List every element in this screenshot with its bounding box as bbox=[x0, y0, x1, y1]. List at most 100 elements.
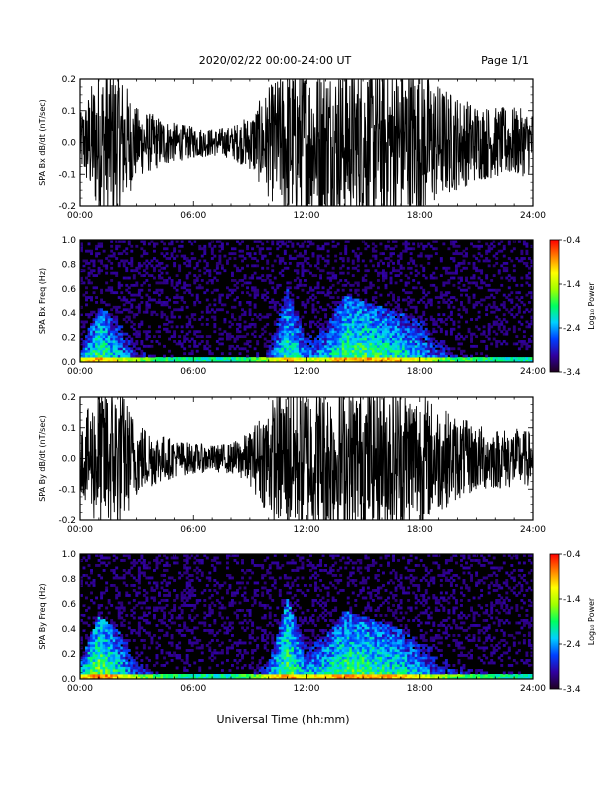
spectrogram-cell bbox=[195, 261, 199, 265]
spectrogram-cell bbox=[100, 301, 104, 304]
spectrogram-cell bbox=[427, 352, 431, 356]
spectrogram-cell bbox=[140, 606, 144, 610]
spectrogram-cell bbox=[165, 631, 169, 635]
spectrogram-cell bbox=[150, 589, 154, 592]
spectrogram-cell bbox=[379, 271, 383, 275]
spectrogram-cell bbox=[314, 344, 317, 348]
spectrogram-cell bbox=[359, 347, 363, 351]
spectrogram-cell bbox=[195, 626, 199, 630]
x-tick-label: 00:00 bbox=[67, 367, 93, 377]
spectrogram-cell bbox=[329, 359, 333, 362]
spectrogram-cell bbox=[266, 340, 270, 343]
spectrogram-cell bbox=[477, 259, 481, 263]
spectrogram-cell bbox=[258, 313, 262, 317]
spectrogram-cell bbox=[135, 631, 139, 635]
spectrogram-cell bbox=[402, 266, 406, 270]
spectrogram-cell bbox=[163, 357, 166, 360]
spectrogram-cell bbox=[150, 340, 154, 343]
spectrogram-cell bbox=[351, 354, 355, 358]
spectrogram-cell bbox=[145, 301, 149, 304]
spectrogram-cell bbox=[87, 342, 91, 346]
spectrogram-cell bbox=[117, 352, 121, 356]
spectrogram-cell bbox=[309, 296, 312, 299]
spectrogram-cell bbox=[359, 313, 363, 317]
spectrogram-cell bbox=[273, 259, 277, 263]
spectrogram-cell bbox=[339, 322, 343, 326]
spectrogram-cell bbox=[188, 574, 192, 577]
spectrogram-cell bbox=[203, 357, 207, 360]
spectrogram-cell bbox=[412, 357, 416, 360]
spectrogram-cell bbox=[132, 298, 136, 302]
spectrogram-cell bbox=[339, 303, 343, 307]
spectrogram-cell bbox=[392, 354, 395, 358]
spectrogram-cell bbox=[90, 581, 93, 585]
spectrogram-cell bbox=[238, 325, 242, 329]
spectrogram-cell bbox=[288, 318, 292, 321]
spectrogram-cell bbox=[185, 591, 189, 595]
spectrogram-cell bbox=[137, 574, 141, 577]
spectrogram-cell bbox=[90, 259, 93, 263]
spectrogram-cell bbox=[293, 352, 297, 356]
spectrogram-cell bbox=[293, 327, 297, 331]
spectrogram-cell bbox=[190, 586, 194, 590]
spectrogram-cell bbox=[467, 327, 471, 331]
spectrogram-cell bbox=[137, 624, 141, 627]
spectrogram-cell bbox=[356, 298, 360, 302]
spectrogram-cell bbox=[293, 359, 297, 362]
spectrogram-cell bbox=[165, 359, 169, 362]
spectrogram-cell bbox=[140, 626, 144, 630]
spectrogram-cell bbox=[392, 342, 395, 346]
spectrogram-cell bbox=[117, 641, 121, 645]
spectrogram-cell bbox=[366, 318, 370, 321]
spectrogram-cell bbox=[122, 342, 126, 346]
spectrogram-cell bbox=[170, 614, 174, 617]
spectrogram-cell bbox=[273, 322, 277, 326]
spectrogram-cell bbox=[361, 352, 365, 356]
spectrogram-cell bbox=[87, 606, 91, 610]
spectrogram-cell bbox=[266, 354, 270, 358]
spectrogram-cell bbox=[213, 244, 217, 248]
spectrogram-cell bbox=[112, 669, 116, 672]
spectrogram-cell bbox=[105, 313, 109, 317]
spectrogram-cell bbox=[288, 313, 292, 317]
spectrogram-cell bbox=[288, 337, 292, 341]
spectrogram-cell bbox=[183, 254, 187, 258]
spectrogram-cell bbox=[198, 359, 202, 362]
spectrogram-cell bbox=[210, 252, 214, 256]
spectrogram-cell bbox=[278, 327, 282, 331]
spectrogram-cell bbox=[512, 325, 516, 329]
spectrogram-cell bbox=[92, 639, 96, 642]
spectrogram-cell bbox=[256, 342, 260, 346]
spectrogram-cell bbox=[286, 308, 290, 312]
spectrogram-cell bbox=[402, 344, 406, 348]
spectrogram-cell bbox=[236, 330, 239, 334]
spectrogram-cell bbox=[520, 252, 524, 256]
spectrogram-cell bbox=[326, 271, 330, 275]
spectrogram-cell bbox=[465, 308, 468, 312]
spectrogram-cell bbox=[392, 327, 395, 331]
spectrogram-cell bbox=[527, 257, 531, 260]
y-tick-label: -0.1 bbox=[58, 170, 76, 180]
spectrogram-cell bbox=[140, 354, 144, 358]
spectrogram-cell bbox=[376, 322, 380, 326]
spectrogram-cell bbox=[452, 357, 456, 360]
spectrogram-cell bbox=[517, 259, 521, 263]
spectrogram-cell bbox=[115, 674, 119, 677]
spectrogram-cell bbox=[319, 342, 322, 346]
spectrogram-cell bbox=[522, 240, 526, 243]
spectrogram-cell bbox=[158, 606, 161, 610]
spectrogram-cell bbox=[102, 313, 106, 317]
spectrogram-cell bbox=[180, 305, 184, 309]
spectrogram-cell bbox=[286, 301, 290, 304]
spectrogram-cell bbox=[319, 359, 322, 362]
spectrogram-cell bbox=[238, 330, 242, 334]
spectrogram-cell bbox=[404, 242, 408, 246]
spectrogram-cell bbox=[369, 283, 373, 287]
spectrogram-cell bbox=[183, 601, 187, 605]
spectrogram-cell bbox=[507, 310, 511, 314]
spectrogram-cell bbox=[223, 357, 227, 360]
spectrogram-cell bbox=[173, 247, 177, 251]
spectrogram-cell bbox=[268, 252, 272, 256]
spectrogram-cell bbox=[296, 325, 300, 329]
spectrogram-cell bbox=[311, 298, 315, 302]
